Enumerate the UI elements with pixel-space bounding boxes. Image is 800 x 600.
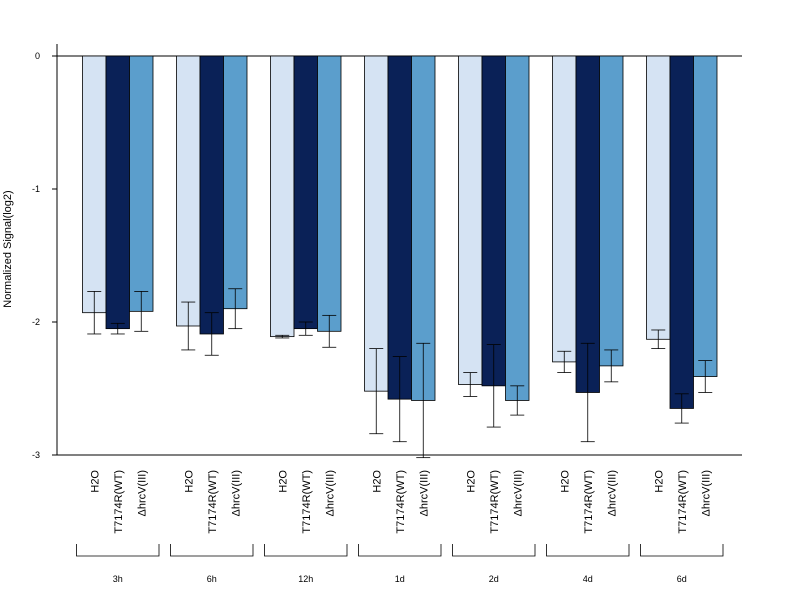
- x-category-label: ΔhrcV(III): [700, 470, 712, 516]
- bar: [176, 55, 201, 327]
- x-category-label: T7174R(WT): [583, 470, 595, 534]
- group-label: 3h: [113, 574, 123, 584]
- x-category-label: T7174R(WT): [301, 470, 313, 534]
- y-tick-label: -3: [32, 450, 40, 460]
- group-bracket: [76, 544, 160, 557]
- group-bracket: [264, 544, 348, 557]
- group-brackets: 3h 6h 12h 1d 2d 4d 6d: [76, 544, 724, 584]
- bar: [82, 55, 107, 314]
- x-category-label: H2O: [653, 470, 665, 493]
- x-category-label: H2O: [371, 470, 383, 493]
- bar: [599, 55, 624, 367]
- group-label: 12h: [298, 574, 313, 584]
- bar: [693, 55, 718, 377]
- bar: [223, 55, 248, 310]
- x-category-label: T7174R(WT): [489, 470, 501, 534]
- x-category-label: H2O: [559, 470, 571, 493]
- x-category-label: T7174R(WT): [677, 470, 689, 534]
- y-tick-label: 0: [35, 51, 40, 61]
- x-category-label: ΔhrcV(III): [136, 470, 148, 516]
- group-bracket: [452, 544, 536, 557]
- bar: [481, 55, 506, 387]
- group-label: 2d: [489, 574, 499, 584]
- bar: [646, 55, 671, 340]
- y-tick-label: -1: [32, 184, 40, 194]
- x-category-label: H2O: [277, 470, 289, 493]
- x-category-label: ΔhrcV(III): [418, 470, 430, 516]
- bar: [458, 55, 483, 385]
- bar: [669, 55, 694, 409]
- group-bracket: [358, 544, 442, 557]
- bar: [387, 55, 412, 400]
- x-category-label: H2O: [183, 470, 195, 493]
- group-bracket: [170, 544, 254, 557]
- bar: [199, 55, 224, 335]
- bar: [293, 55, 318, 330]
- bar: [129, 55, 154, 312]
- x-category-label: ΔhrcV(III): [324, 470, 336, 516]
- bar: [575, 55, 600, 393]
- group-bracket: [640, 544, 724, 557]
- y-axis-title: Normalized Signal(log2): [2, 190, 14, 307]
- bar: [270, 55, 295, 338]
- x-category-label: T7174R(WT): [395, 470, 407, 534]
- bar: [105, 55, 130, 330]
- y-axis: 0 -1 -2 -3: [32, 44, 58, 460]
- x-category-label: ΔhrcV(III): [512, 470, 524, 516]
- x-category-label: T7174R(WT): [113, 470, 125, 534]
- x-category-label: H2O: [89, 470, 101, 493]
- group-label: 6d: [677, 574, 687, 584]
- error-bars: [87, 288, 713, 459]
- x-category-label: T7174R(WT): [207, 470, 219, 534]
- group-label: 1d: [395, 574, 405, 584]
- x-category-label: ΔhrcV(III): [230, 470, 242, 516]
- bar: [317, 55, 342, 332]
- bar: [364, 55, 389, 392]
- group-label: 4d: [583, 574, 593, 584]
- group-label: 6h: [207, 574, 217, 584]
- bars: [82, 55, 718, 409]
- bar: [552, 55, 577, 363]
- x-category-label: ΔhrcV(III): [606, 470, 618, 516]
- x-category-label: H2O: [465, 470, 477, 493]
- y-tick-label: -2: [32, 317, 40, 327]
- x-axis-labels: H2O T7174R(WT) ΔhrcV(III) H2O T7174R(WT) Δhrc…: [89, 470, 712, 534]
- bar: [505, 55, 530, 401]
- group-bracket: [546, 544, 630, 557]
